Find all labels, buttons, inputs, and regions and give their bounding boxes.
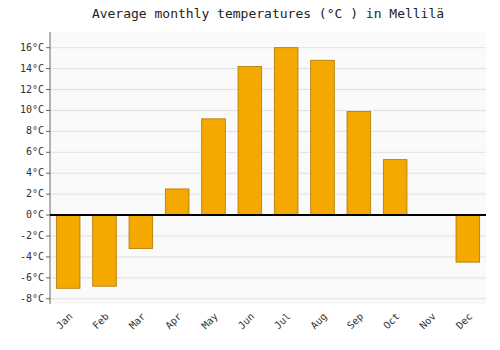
y-tick — [46, 194, 50, 195]
x-tick-label: Jan — [54, 311, 75, 332]
bar — [274, 48, 298, 215]
y-tick-label: 6°C — [26, 146, 44, 157]
x-tick-label: Nov — [417, 311, 438, 332]
y-tick-label: 0°C — [26, 209, 44, 220]
bar — [129, 215, 153, 248]
y-tick — [46, 110, 50, 111]
grid-line — [50, 89, 486, 90]
x-tick-label: Oct — [381, 311, 402, 332]
x-tick-label: May — [199, 311, 220, 332]
grid-line — [50, 215, 486, 216]
x-tick-label: Apr — [163, 311, 184, 332]
bar — [311, 60, 335, 215]
grid-line — [50, 298, 486, 299]
y-tick-label: -2°C — [20, 230, 44, 241]
grid-line — [50, 68, 486, 69]
bars — [56, 48, 479, 289]
y-axis-line — [50, 32, 51, 304]
x-tick-label: Aug — [308, 311, 329, 332]
grid-line — [50, 152, 486, 153]
y-tick — [46, 89, 50, 90]
title: Average monthly temperatures (°C ) in Me… — [92, 6, 444, 21]
grid-line — [50, 131, 486, 132]
bar — [93, 215, 117, 286]
bar — [56, 215, 80, 288]
y-tick — [46, 256, 50, 257]
y-tick-label: 8°C — [26, 125, 44, 136]
bar — [202, 119, 226, 215]
chart: -8°C -6°C -4°C -2°C 0°C 2°C 4°C 6°C 8°C 10°C 12°C 1… — [0, 0, 500, 350]
zero-line — [50, 214, 486, 216]
x-tick-label: Jul — [272, 311, 293, 332]
y-tick — [46, 173, 50, 174]
y-tick-label: 4°C — [26, 167, 44, 178]
grid-line — [50, 173, 486, 174]
bar — [456, 215, 480, 262]
x-tick-label: Dec — [454, 311, 475, 332]
page: {"chart_data": {"type": "bar", "title": … — [0, 0, 500, 350]
bar — [238, 67, 262, 216]
x-tick-label: Jun — [236, 311, 257, 332]
y-tick-label: -6°C — [20, 272, 44, 283]
grid-line — [50, 110, 486, 111]
y-tick-label: -8°C — [20, 293, 44, 304]
bar — [165, 189, 189, 215]
y-tick-label: -4°C — [20, 251, 44, 262]
grid-line — [50, 194, 486, 195]
bar — [383, 160, 407, 215]
y-tick — [46, 68, 50, 69]
bar — [347, 112, 371, 216]
y-tick-label: 14°C — [20, 63, 44, 74]
y-tick — [46, 215, 50, 216]
x-tick-label: Mar — [127, 311, 148, 332]
y-tick — [46, 236, 50, 237]
y-tick — [46, 47, 50, 48]
x-tick-label: Feb — [90, 311, 111, 332]
y-ticks: -8°C -6°C -4°C -2°C 0°C 2°C 4°C 6°C 8°C 10°C 12°C 1… — [20, 42, 50, 304]
plot-background — [50, 32, 486, 304]
chart-container: -8°C -6°C -4°C -2°C 0°C 2°C 4°C 6°C 8°C 10°C 12°C 1… — [0, 0, 500, 350]
y-tick — [46, 152, 50, 153]
y-tick-label: 2°C — [26, 188, 44, 199]
y-tick-label: 16°C — [20, 42, 44, 53]
y-tick-label: 12°C — [20, 84, 44, 95]
y-tick — [46, 298, 50, 299]
grid — [50, 48, 486, 299]
grid-line — [50, 47, 486, 48]
x-ticks: Jan Feb Mar Apr May Jun Jul Aug Sep Oct Nov Dec — [54, 311, 474, 332]
y-tick-label: 10°C — [20, 104, 44, 115]
y-tick — [46, 277, 50, 278]
x-tick-label: Sep — [345, 311, 366, 332]
y-tick — [46, 131, 50, 132]
